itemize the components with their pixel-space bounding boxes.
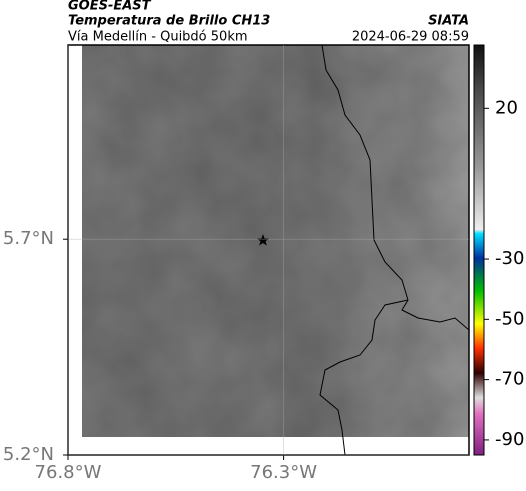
map bbox=[68, 45, 469, 455]
colorbar-tick-label: -30 bbox=[495, 248, 524, 269]
colorbar-tick-label: -50 bbox=[495, 308, 524, 329]
location-marker bbox=[257, 234, 269, 246]
agency: SIATA bbox=[428, 14, 469, 29]
x-tick-label: 76.3°W bbox=[250, 462, 317, 483]
colorbar bbox=[473, 44, 485, 456]
y-tick-label: 5.2°N bbox=[3, 444, 54, 465]
colorbar-tick-label: -70 bbox=[495, 369, 524, 390]
border bbox=[319, 45, 469, 455]
datetime: 2024-06-29 08:59 bbox=[352, 30, 469, 45]
colorbar-tick-label: -90 bbox=[495, 429, 524, 450]
product: Temperatura de Brillo CH13 bbox=[68, 14, 270, 29]
location: Vía Medellín - Quibdó 50km bbox=[68, 30, 248, 45]
x-tick-label: 76.8°W bbox=[35, 462, 102, 483]
satellite: GOES-EAST bbox=[68, 0, 152, 14]
cloud-texture bbox=[82, 45, 469, 437]
y-tick-label: 5.7°N bbox=[3, 228, 54, 249]
colorbar-tick-label: 20 bbox=[495, 97, 518, 118]
